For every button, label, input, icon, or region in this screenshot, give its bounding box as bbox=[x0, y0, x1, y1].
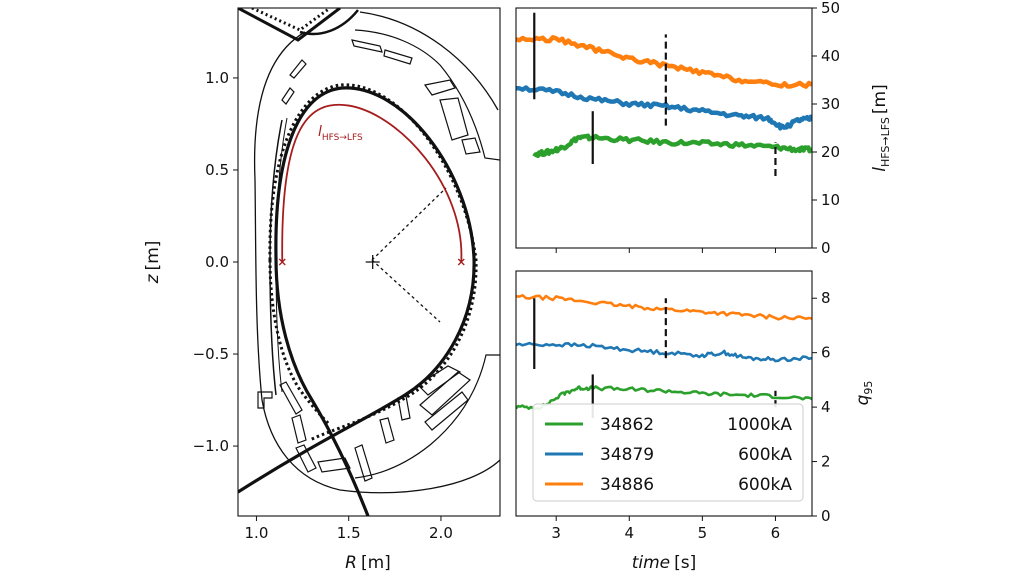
endpoint-marker bbox=[457, 258, 465, 266]
lower-baffle-3 bbox=[424, 391, 469, 431]
legend-entry: 34886 600kA bbox=[545, 475, 792, 495]
endpoint-marker bbox=[278, 258, 286, 266]
legend-shot: 34862 bbox=[600, 415, 654, 435]
lower-tile-7 bbox=[379, 417, 395, 444]
series-line-34862 bbox=[532, 133, 812, 159]
y-tick-label: 0 bbox=[821, 239, 831, 257]
upper-tile-4 bbox=[281, 87, 295, 105]
x-tick-label: 5 bbox=[698, 524, 708, 542]
separatrix-dotted-inner bbox=[268, 259, 332, 427]
series-line-34879 bbox=[516, 85, 812, 131]
y-tick-label: 6 bbox=[821, 344, 831, 362]
q95-xlabel: time [s] bbox=[632, 553, 697, 573]
q95-panel: 0 2 4 6 8 3 4 5 6 q95 time [s] 34862 1000kA 34879… bbox=[515, 270, 875, 573]
separatrix-lower-leg bbox=[274, 257, 370, 516]
y-tick-label: 2 bbox=[821, 453, 831, 471]
inner-wall-lower bbox=[354, 354, 500, 479]
upper-divertor-dotted bbox=[251, 8, 331, 32]
upper-tile-2 bbox=[383, 49, 413, 65]
baffle-1 bbox=[423, 79, 456, 96]
separatrix-dotted bbox=[268, 83, 478, 442]
y-tick-label: 50 bbox=[821, 0, 840, 17]
equilibrium-panel: lHFS→LFS 1.0 1.5 2.0 1.0 0.5 0.0 −0.5 −1.0 R [m]… bbox=[143, 7, 501, 573]
series-line-34862 bbox=[516, 384, 812, 411]
upper-divertor bbox=[238, 8, 341, 42]
equilibrium-axes: 1.0 1.5 2.0 1.0 0.5 0.0 −0.5 −1.0 bbox=[193, 69, 453, 542]
connection-length-axes: 0 10 20 30 40 50 bbox=[555, 0, 840, 257]
y-tick-label: 1.0 bbox=[205, 69, 229, 87]
legend-entry: 34879 600kA bbox=[545, 445, 792, 465]
y-tick-label: 4 bbox=[821, 398, 831, 416]
x-tick-label: 3 bbox=[551, 524, 561, 542]
y-tick-label: 40 bbox=[821, 47, 840, 65]
q95-axes: 0 2 4 6 8 3 4 5 6 bbox=[551, 289, 830, 542]
y-tick-label: 10 bbox=[821, 191, 840, 209]
chord-lower bbox=[371, 259, 441, 323]
equilibrium-xlabel: R [m] bbox=[345, 553, 391, 573]
legend-current: 1000kA bbox=[727, 415, 792, 435]
legend-current: 600kA bbox=[738, 445, 792, 465]
connection-length-ylabel: lHFS→LFS[m] bbox=[870, 84, 892, 171]
x-tick-label: 4 bbox=[625, 524, 635, 542]
x-tick-label: 6 bbox=[771, 524, 781, 542]
connection-length-path bbox=[281, 103, 463, 263]
connection-length-endpoints bbox=[278, 258, 465, 266]
equilibrium-ylabel: z[m] bbox=[143, 241, 163, 285]
legend-shot: 34879 bbox=[600, 445, 654, 465]
inner-wall bbox=[354, 29, 500, 161]
connection-length-panel: 0 10 20 30 40 50 lHFS→LFS[m] bbox=[515, 0, 892, 257]
y-tick-label: −1.0 bbox=[193, 437, 229, 455]
legend-box bbox=[532, 403, 804, 502]
y-tick-label: 0 bbox=[821, 507, 831, 525]
path-annotation: lHFS→LFS bbox=[318, 124, 363, 143]
axis-cross bbox=[365, 255, 380, 269]
upper-divertor-ring bbox=[299, 9, 359, 36]
baffle-2 bbox=[439, 97, 469, 141]
outer-wall-right bbox=[359, 11, 499, 111]
legend-entry: 34862 1000kA bbox=[545, 415, 792, 435]
baffle-3 bbox=[461, 137, 481, 155]
separatrix bbox=[238, 86, 476, 494]
x-tick-label: 2.0 bbox=[429, 524, 453, 542]
y-tick-label: 0.5 bbox=[205, 161, 229, 179]
lower-tile-4 bbox=[295, 444, 317, 473]
magnetic-axis-marker bbox=[365, 255, 380, 269]
x-tick-label: 1.0 bbox=[245, 524, 269, 542]
series-line-34886 bbox=[516, 35, 812, 89]
y-tick-label: −0.5 bbox=[193, 345, 229, 363]
y-tick-label: 20 bbox=[821, 143, 840, 161]
legend-current: 600kA bbox=[738, 475, 792, 495]
lower-tile-5 bbox=[317, 457, 351, 473]
chord-upper bbox=[371, 187, 447, 261]
series-line-34879 bbox=[516, 341, 812, 363]
lower-baffle-2 bbox=[419, 371, 471, 416]
upper-tile-3 bbox=[289, 59, 307, 79]
series-line-34886 bbox=[516, 293, 812, 321]
y-tick-label: 30 bbox=[821, 95, 840, 113]
lower-tile-2 bbox=[279, 381, 303, 415]
legend: 34862 1000kA 34879 600kA 34886 600kA bbox=[532, 403, 804, 502]
upper-tile-1 bbox=[351, 39, 383, 53]
legend-shot: 34886 bbox=[600, 475, 654, 495]
lower-tile-1 bbox=[257, 391, 273, 409]
y-tick-label: 8 bbox=[821, 289, 831, 307]
lower-tile-6 bbox=[354, 444, 373, 482]
y-tick-label: 0.0 bbox=[205, 253, 229, 271]
x-tick-label: 1.5 bbox=[337, 524, 361, 542]
lower-tile-3 bbox=[291, 414, 307, 444]
connection-length-frame bbox=[515, 7, 813, 249]
outer-wall bbox=[253, 31, 500, 494]
q95-frame bbox=[515, 270, 813, 517]
q95-ylabel: q95 bbox=[853, 381, 875, 406]
